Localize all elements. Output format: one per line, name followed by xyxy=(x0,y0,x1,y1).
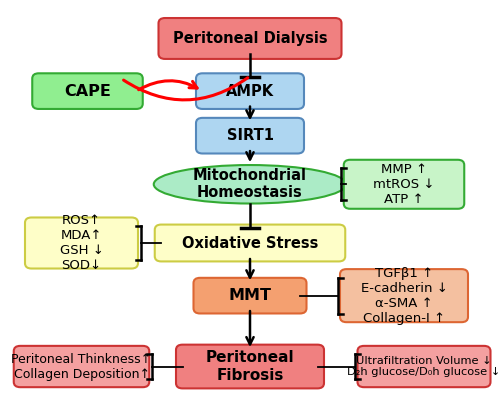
Text: MMT: MMT xyxy=(228,288,272,303)
FancyBboxPatch shape xyxy=(158,18,342,59)
Text: Peritoneal Dialysis: Peritoneal Dialysis xyxy=(172,31,328,46)
Text: Ultrafiltration Volume ↓
D₂h glucose/D₀h glucose ↓: Ultrafiltration Volume ↓ D₂h glucose/D₀h… xyxy=(348,356,500,377)
Text: TGFβ1 ↑
E-cadherin ↓
α-SMA ↑
Collagen-I ↑: TGFβ1 ↑ E-cadherin ↓ α-SMA ↑ Collagen-I … xyxy=(360,266,448,325)
FancyBboxPatch shape xyxy=(196,118,304,153)
Text: ROS↑
MDA↑
GSH ↓
SOD↓: ROS↑ MDA↑ GSH ↓ SOD↓ xyxy=(60,214,104,272)
FancyBboxPatch shape xyxy=(176,345,324,388)
Text: Oxidative Stress: Oxidative Stress xyxy=(182,235,318,251)
FancyArrowPatch shape xyxy=(124,78,248,100)
Text: Mitochondrial
Homeostasis: Mitochondrial Homeostasis xyxy=(193,168,307,200)
FancyBboxPatch shape xyxy=(32,73,143,109)
FancyArrowPatch shape xyxy=(138,81,197,90)
Text: SIRT1: SIRT1 xyxy=(226,128,274,143)
FancyBboxPatch shape xyxy=(344,160,464,209)
Text: CAPE: CAPE xyxy=(64,83,111,99)
Text: AMPK: AMPK xyxy=(226,83,274,99)
FancyBboxPatch shape xyxy=(155,224,345,262)
Text: Peritoneal
Fibrosis: Peritoneal Fibrosis xyxy=(206,350,294,383)
FancyBboxPatch shape xyxy=(340,269,468,322)
FancyBboxPatch shape xyxy=(358,346,490,387)
FancyBboxPatch shape xyxy=(196,73,304,109)
Text: Peritoneal Thinkness↑
Collagen Deposition↑: Peritoneal Thinkness↑ Collagen Depositio… xyxy=(12,352,151,381)
FancyBboxPatch shape xyxy=(25,217,138,269)
FancyBboxPatch shape xyxy=(194,278,306,313)
FancyBboxPatch shape xyxy=(14,346,149,387)
Ellipse shape xyxy=(154,165,346,203)
Text: MMP ↑
mtROS ↓
ATP ↑: MMP ↑ mtROS ↓ ATP ↑ xyxy=(373,163,435,206)
